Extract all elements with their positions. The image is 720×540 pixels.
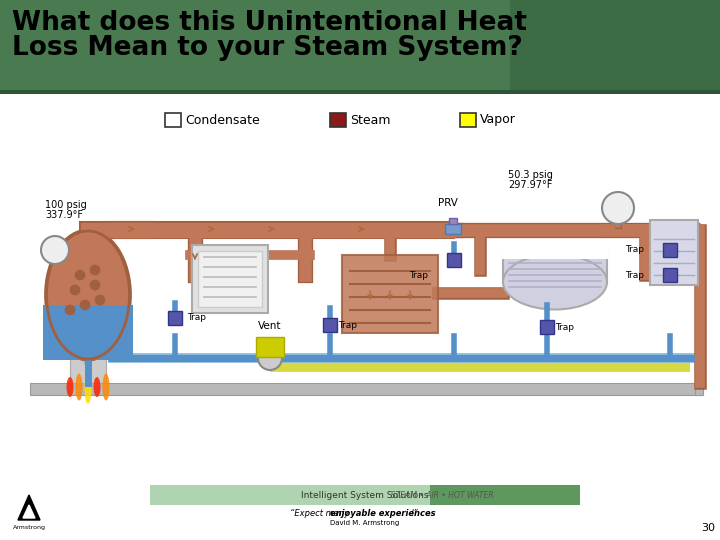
Circle shape xyxy=(95,295,105,305)
Circle shape xyxy=(75,270,85,280)
Bar xyxy=(502,244,608,259)
Bar xyxy=(503,252,607,282)
Bar xyxy=(165,113,181,127)
Circle shape xyxy=(90,280,100,290)
Text: 50.3 psig: 50.3 psig xyxy=(508,170,553,180)
Text: Vent: Vent xyxy=(258,321,282,331)
Circle shape xyxy=(80,300,90,310)
Text: Intelligent System Solutions: Intelligent System Solutions xyxy=(301,490,428,500)
Text: Armstrong: Armstrong xyxy=(12,525,45,530)
Polygon shape xyxy=(23,505,35,518)
Bar xyxy=(0,90,720,94)
Text: STEAM • AIR • HOT WATER: STEAM • AIR • HOT WATER xyxy=(386,490,494,500)
Bar xyxy=(256,337,284,357)
Bar xyxy=(460,113,476,127)
Text: 100 psig: 100 psig xyxy=(45,200,86,210)
Bar xyxy=(430,485,580,505)
Text: Trap: Trap xyxy=(625,246,644,254)
Bar xyxy=(540,320,554,334)
Polygon shape xyxy=(18,495,40,520)
Text: Trap: Trap xyxy=(187,314,206,322)
Circle shape xyxy=(258,346,282,370)
Bar xyxy=(445,224,461,234)
Text: What does this Unintentional Heat: What does this Unintentional Heat xyxy=(12,10,527,36)
Text: Vapor: Vapor xyxy=(480,113,516,126)
Ellipse shape xyxy=(66,377,73,397)
Ellipse shape xyxy=(102,374,109,401)
Bar xyxy=(168,311,182,325)
Bar xyxy=(0,0,510,90)
Ellipse shape xyxy=(503,254,607,309)
Text: 337.9°F: 337.9°F xyxy=(45,210,83,220)
Text: enjoyable experiences: enjoyable experiences xyxy=(330,510,436,518)
Bar xyxy=(663,268,677,282)
Text: 30: 30 xyxy=(701,523,715,533)
Text: Trap: Trap xyxy=(409,272,428,280)
Text: Trap: Trap xyxy=(625,271,644,280)
Ellipse shape xyxy=(94,377,101,397)
Bar xyxy=(150,485,580,505)
Bar xyxy=(43,305,133,360)
Bar xyxy=(342,255,438,333)
Bar xyxy=(650,220,698,285)
Text: !”: !” xyxy=(410,510,418,518)
Ellipse shape xyxy=(45,230,130,360)
Bar xyxy=(695,340,703,395)
Text: “Expect many: “Expect many xyxy=(290,510,352,518)
Bar xyxy=(330,113,346,127)
Text: David M. Armstrong: David M. Armstrong xyxy=(330,520,400,526)
Text: Loss Mean to your Steam System?: Loss Mean to your Steam System? xyxy=(12,35,523,61)
Circle shape xyxy=(65,305,75,315)
Circle shape xyxy=(41,236,69,264)
Bar xyxy=(30,383,702,395)
Ellipse shape xyxy=(76,374,83,401)
Circle shape xyxy=(70,285,80,295)
Text: PRV: PRV xyxy=(438,198,458,208)
Text: Trap: Trap xyxy=(338,321,357,329)
Text: Trap: Trap xyxy=(555,322,574,332)
Bar xyxy=(449,218,457,224)
Circle shape xyxy=(90,265,100,275)
Text: Steam: Steam xyxy=(350,113,390,126)
Bar xyxy=(663,243,677,257)
Text: 297.97°F: 297.97°F xyxy=(508,180,552,190)
Bar xyxy=(323,318,337,332)
Bar xyxy=(70,333,106,383)
Bar xyxy=(198,251,262,307)
Circle shape xyxy=(602,192,634,224)
Bar xyxy=(510,0,720,90)
Bar xyxy=(447,253,461,267)
Ellipse shape xyxy=(84,370,91,404)
Bar xyxy=(192,245,268,313)
Text: Condensate: Condensate xyxy=(185,113,260,126)
